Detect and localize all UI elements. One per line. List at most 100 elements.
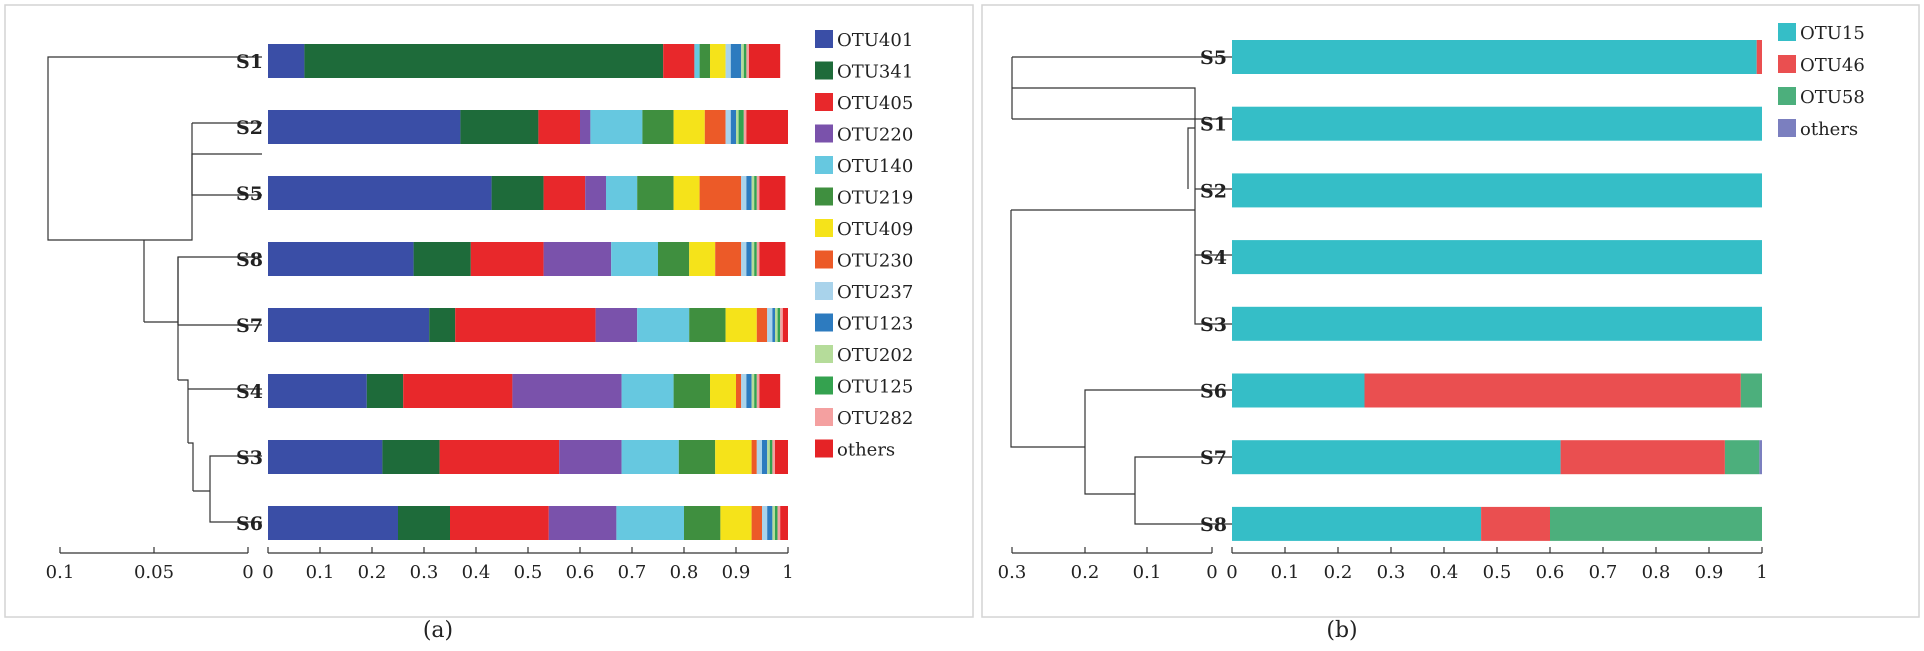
legend-swatch bbox=[815, 30, 833, 48]
bar-segment-S6-OTU58 bbox=[1740, 373, 1762, 408]
bar-segment-S6-others bbox=[780, 506, 788, 540]
legend-label: OTU15 bbox=[1800, 23, 1865, 44]
bar-segment-S5-OTU237 bbox=[741, 176, 747, 210]
x-tick-label: 0.7 bbox=[1589, 562, 1618, 583]
legend-swatch bbox=[815, 408, 833, 426]
bar-segment-S1-OTU341 bbox=[304, 44, 664, 78]
bar-segment-S8-OTU230 bbox=[715, 242, 742, 276]
bar-segment-S8-OTU58 bbox=[1550, 506, 1762, 541]
bar-segment-S7-OTU46 bbox=[1560, 440, 1725, 475]
bar-segment-S1-OTU282 bbox=[746, 44, 749, 78]
bar-segment-S8-OTU202 bbox=[751, 242, 755, 276]
x-tick-label: 0.3 bbox=[1377, 562, 1406, 583]
bar-segment-S1-OTU409 bbox=[710, 44, 726, 78]
bar-segment-S6-OTU140 bbox=[616, 506, 684, 540]
bar-segment-S8-OTU46 bbox=[1481, 506, 1550, 541]
bar-segment-S5-OTU219 bbox=[637, 176, 674, 210]
legend-label: OTU58 bbox=[1800, 87, 1865, 108]
bar-segment-S7-OTU125 bbox=[777, 308, 781, 342]
dendrogram-branches bbox=[47, 56, 262, 241]
panel-b-border bbox=[981, 4, 1920, 618]
bar-segment-S1-OTU202 bbox=[741, 44, 744, 78]
bar-segment-S4-OTU219 bbox=[673, 374, 710, 408]
bar-segment-S4-OTU140 bbox=[621, 374, 674, 408]
bar-segment-S6-OTU401 bbox=[268, 506, 398, 540]
bar-segment-S7-OTU123 bbox=[772, 308, 775, 342]
bar-segment-S8-others bbox=[759, 242, 786, 276]
bar-segment-S3-OTU409 bbox=[715, 440, 752, 474]
bar-segment-S1-others bbox=[749, 44, 781, 78]
bar-segment-S7-others bbox=[782, 308, 788, 342]
x-tick-label: 1 bbox=[782, 562, 793, 583]
x-tick-label: 0.6 bbox=[566, 562, 595, 583]
dendrogram-tick-label: 0 bbox=[1206, 562, 1217, 583]
bar-segment-S3-others bbox=[775, 440, 788, 474]
bar-segment-S7-OTU401 bbox=[268, 308, 430, 342]
bar-segment-S3-OTU220 bbox=[559, 440, 622, 474]
legend-swatch bbox=[815, 250, 833, 269]
bar-segment-S7-OTU202 bbox=[775, 308, 778, 342]
legend-swatch bbox=[815, 187, 833, 206]
dendrogram-branches bbox=[1010, 210, 1232, 525]
bar-segment-S6-OTU15 bbox=[1232, 373, 1365, 408]
bar-segment-S6-OTU219 bbox=[684, 506, 721, 540]
bar-segment-S2-OTU219 bbox=[642, 110, 674, 144]
dendrogram-branches bbox=[1011, 56, 1232, 325]
legend-label: OTU140 bbox=[837, 156, 913, 177]
panel-a: 0.1 0.05 0 0 0.1 0.2 0.3 0.4 0.5 0.6 0.7 0.8 0.9 1 S… bbox=[46, 30, 913, 643]
bar-segment-S3-OTU219 bbox=[678, 440, 716, 474]
panel-a-dendrogram-axis: 0.1 0.05 0 bbox=[46, 547, 254, 583]
bar-segment-S1-OTU237 bbox=[725, 44, 731, 78]
bar-segment-S8-OTU237 bbox=[741, 242, 747, 276]
bar-segment-S5-OTU202 bbox=[751, 176, 755, 210]
bar-segment-S4-OTU125 bbox=[754, 374, 757, 408]
dendrogram-tick-label: 0.2 bbox=[1071, 562, 1100, 583]
x-tick-label: 0 bbox=[1226, 562, 1237, 583]
bar-segment-S4-OTU220 bbox=[512, 374, 622, 408]
bar-segment-S5-OTU405 bbox=[543, 176, 586, 210]
bar-segment-S1-OTU219 bbox=[699, 44, 710, 78]
x-tick-label: 0.8 bbox=[1642, 562, 1671, 583]
sample-label: S2 bbox=[236, 117, 263, 139]
x-tick-label: 0.4 bbox=[462, 562, 491, 583]
bar-segment-S8-OTU125 bbox=[754, 242, 757, 276]
panel-b-x-axis: 0 0.1 0.2 0.3 0.4 0.5 0.6 0.7 0.8 0.9 1 bbox=[1226, 547, 1768, 583]
bar-segment-S3-OTU405 bbox=[439, 440, 560, 474]
bar-segment-S5-OTU140 bbox=[606, 176, 638, 210]
sample-label: S4 bbox=[236, 381, 263, 403]
bar-segment-S1-OTU125 bbox=[743, 44, 747, 78]
bar-segment-S6-OTU220 bbox=[548, 506, 617, 540]
bar-segment-S6-OTU282 bbox=[777, 506, 781, 540]
legend-swatch bbox=[1778, 55, 1796, 73]
bar-segment-S5-OTU125 bbox=[754, 176, 757, 210]
panel-b-legend: OTU15 OTU46 OTU58 others bbox=[1778, 23, 1865, 140]
legend-swatch bbox=[815, 93, 833, 111]
bar-segment-S5-OTU341 bbox=[491, 176, 544, 210]
bar-segment-S4-OTU282 bbox=[756, 374, 760, 408]
legend-label: OTU46 bbox=[1800, 55, 1865, 76]
panel-a-dendrogram bbox=[47, 56, 262, 523]
bar-segment-S4-OTU341 bbox=[366, 374, 404, 408]
bar-segment-S8-OTU123 bbox=[746, 242, 752, 276]
panel-b: 0.3 0.2 0.1 0 0 0.1 0.2 0.3 0.4 0.5 0.6 0.7 0.8 0.9 1… bbox=[998, 23, 1865, 643]
dendrogram-branches bbox=[191, 123, 262, 196]
legend-label: OTU282 bbox=[837, 408, 913, 429]
bar-segment-S2-OTU202 bbox=[736, 110, 739, 144]
legend-swatch bbox=[815, 61, 833, 80]
bar-segment-S7-OTU140 bbox=[637, 308, 690, 342]
panel-a-border bbox=[4, 4, 974, 618]
x-tick-label: 0.6 bbox=[1536, 562, 1565, 583]
panel-b-sample-labels: S5 S1 S2 S4 S3 S6 S7 S8 bbox=[1200, 47, 1227, 536]
sample-label: S3 bbox=[236, 447, 263, 469]
bar-segment-S8-OTU409 bbox=[689, 242, 716, 276]
x-tick-label: 0.7 bbox=[618, 562, 647, 583]
dendrogram-tick-label: 0 bbox=[242, 562, 253, 583]
bar-segment-S8-OTU282 bbox=[756, 242, 760, 276]
legend-label: OTU401 bbox=[837, 30, 913, 51]
bar-segment-S3-OTU401 bbox=[268, 440, 383, 474]
bar-segment-S2-OTU230 bbox=[704, 110, 726, 144]
bar-segment-S3-OTU282 bbox=[772, 440, 775, 474]
dendrogram-tick-label: 0.1 bbox=[1133, 562, 1162, 583]
bar-segment-S3-OTU341 bbox=[382, 440, 440, 474]
bar-segment-S2-OTU140 bbox=[590, 110, 643, 144]
